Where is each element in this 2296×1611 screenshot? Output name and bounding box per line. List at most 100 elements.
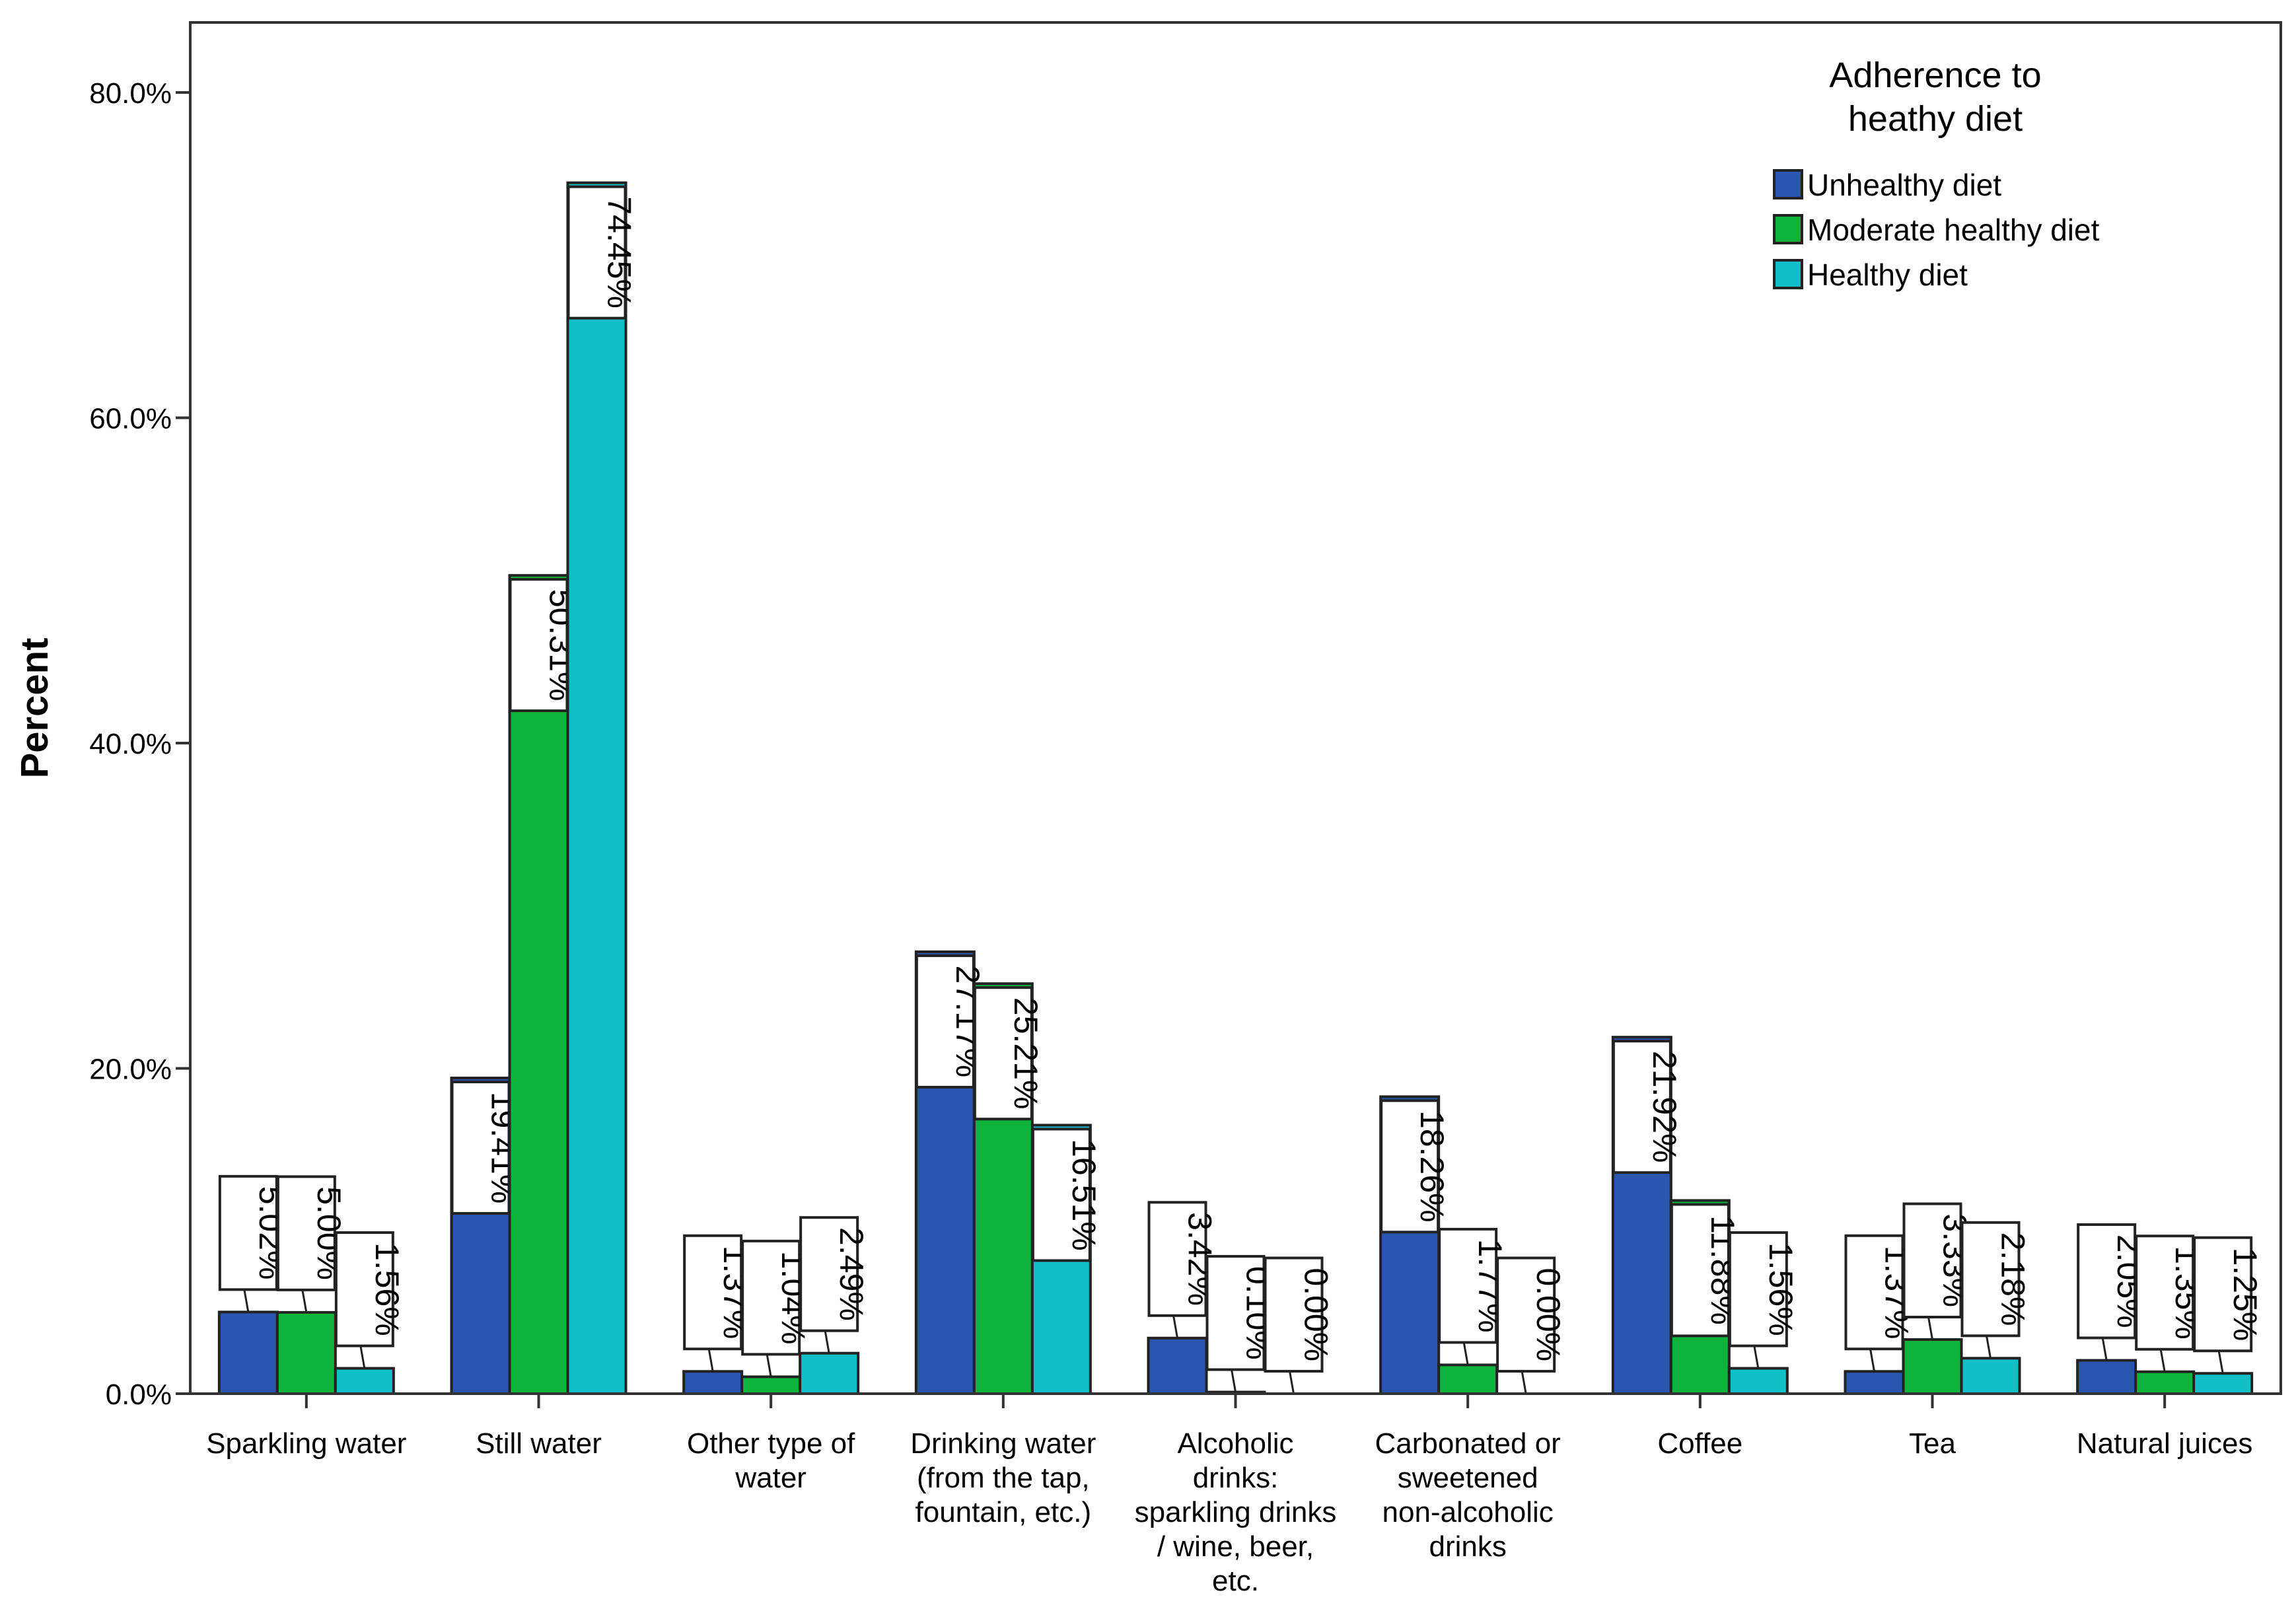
x-tick-label: Drinking water [910, 1427, 1096, 1460]
bar [566, 181, 628, 1396]
x-tick-label: drinks [1429, 1530, 1506, 1563]
data-label-box [1612, 1040, 1672, 1174]
bar [1147, 1336, 1208, 1395]
data-label-leader [1289, 1371, 1295, 1394]
data-label-box [1902, 1202, 1962, 1318]
data-label-leader [707, 1349, 714, 1372]
data-label: 2.18% [1995, 1233, 2032, 1326]
x-tick-label: Other type of [687, 1427, 855, 1460]
bar [334, 1367, 395, 1395]
bar [1437, 1363, 1499, 1396]
x-tick-label: fountain, etc.) [915, 1496, 1092, 1528]
data-label-leader [243, 1289, 250, 1312]
x-tick-label: Carbonated or [1375, 1427, 1561, 1460]
data-label-leader [1462, 1342, 1469, 1365]
data-label: 21.92% [1646, 1051, 1683, 1163]
x-tick-label: non-alcoholic [1382, 1496, 1554, 1528]
legend-swatch [1773, 214, 1803, 244]
data-label-leader [1753, 1345, 1760, 1369]
data-label: 2.49% [833, 1227, 870, 1321]
bar [682, 1370, 744, 1395]
legend-item-label: Moderate healthy diet [1807, 213, 2100, 247]
data-label-box [1496, 1256, 1556, 1373]
bar [1902, 1338, 1963, 1396]
data-label-leader [301, 1289, 308, 1313]
x-tick-label: Coffee [1657, 1427, 1742, 1460]
x-tick-label: Alcoholic [1177, 1427, 1293, 1460]
x-tick-label: water [735, 1462, 807, 1494]
y-tick-label: 40.0% [89, 728, 172, 760]
data-label-box [567, 185, 627, 320]
data-label-box [799, 1216, 859, 1332]
x-tick-label: etc. [1212, 1565, 1259, 1597]
data-label-box [1670, 1203, 1730, 1338]
data-label-leader [2159, 1349, 2166, 1373]
x-tick-label: Natural juices [2077, 1427, 2253, 1460]
data-label-leader [1231, 1369, 1237, 1392]
legend-item-label: Unhealthy diet [1807, 168, 2001, 202]
x-tick-label: drinks: [1193, 1462, 1279, 1494]
y-tick-label: 20.0% [89, 1054, 172, 1086]
data-label-box [1438, 1227, 1498, 1344]
bars-group: 5.02% 5.00%1.56%19.41%50.31%74.45%1.37% 1.… [217, 181, 2264, 1396]
data-label-leader [2101, 1338, 2108, 1361]
data-label-leader [1986, 1336, 1991, 1359]
y-tick-label: 80.0% [89, 77, 172, 110]
x-tick-label: (from the tap, [917, 1462, 1090, 1494]
data-label-box [1960, 1221, 2021, 1338]
data-label: 1.56% [369, 1242, 406, 1336]
bar [2192, 1372, 2254, 1395]
x-tick-label: / wine, beer, [1157, 1530, 1314, 1563]
data-label-leader [1927, 1316, 1933, 1340]
data-label-box [334, 1231, 394, 1347]
legend-swatch [1773, 259, 1803, 289]
x-tick-label: Tea [1909, 1427, 1956, 1460]
bar [740, 1375, 802, 1395]
y-tick-label: 60.0% [89, 403, 172, 435]
bar [1844, 1370, 1905, 1395]
data-label-leader [359, 1345, 366, 1369]
data-label-box [741, 1239, 801, 1356]
data-label: 25.21% [1007, 997, 1044, 1110]
data-label-box [973, 986, 1033, 1121]
bar [799, 1351, 860, 1396]
x-tick-label: sparkling drinks [1135, 1496, 1337, 1528]
legend-title: Adherence to [1829, 55, 2041, 95]
data-label-box [1031, 1128, 1091, 1262]
bar [275, 1310, 337, 1395]
y-axis-label: Percent [13, 638, 56, 779]
data-label-leader [1521, 1371, 1527, 1394]
data-label: 16.51% [1065, 1139, 1102, 1251]
data-label-box [2077, 1223, 2137, 1340]
bar [1727, 1367, 1789, 1395]
data-label: 74.45% [601, 196, 638, 308]
data-label-box [509, 578, 569, 713]
bar [2076, 1359, 2137, 1396]
data-label: 18.26% [1414, 1110, 1451, 1223]
data-label-box [1380, 1099, 1440, 1234]
data-label: 1.25% [2227, 1248, 2264, 1342]
y-axis: 0.0% 20.0% 40.0% 60.0% 80.0% [89, 22, 192, 1411]
data-label-leader [1172, 1315, 1178, 1339]
x-axis: Sparkling water Still water Other type ofw… [190, 1392, 2281, 1597]
data-label-box [2193, 1236, 2253, 1353]
x-tick-label: sweetened [1398, 1462, 1538, 1494]
data-label-leader [766, 1354, 772, 1377]
data-label-box [276, 1175, 336, 1291]
data-label-box [1728, 1231, 1788, 1347]
x-tick-label: Sparkling water [206, 1427, 406, 1460]
data-label-leader [824, 1330, 830, 1353]
bar [1960, 1357, 2021, 1395]
legend-swatch [1773, 169, 1803, 199]
data-label-leader [1869, 1349, 1875, 1372]
data-label: 0.00% [1298, 1268, 1335, 1361]
data-label-leader [2217, 1350, 2224, 1374]
bar [2134, 1370, 2196, 1396]
y-tick-label: 0.0% [106, 1378, 172, 1411]
data-label: 0.00% [1530, 1268, 1567, 1361]
legend-title: heathy diet [1848, 99, 2023, 139]
data-label: 1.56% [1762, 1242, 1799, 1336]
legend-item-label: Healthy diet [1807, 258, 1968, 292]
